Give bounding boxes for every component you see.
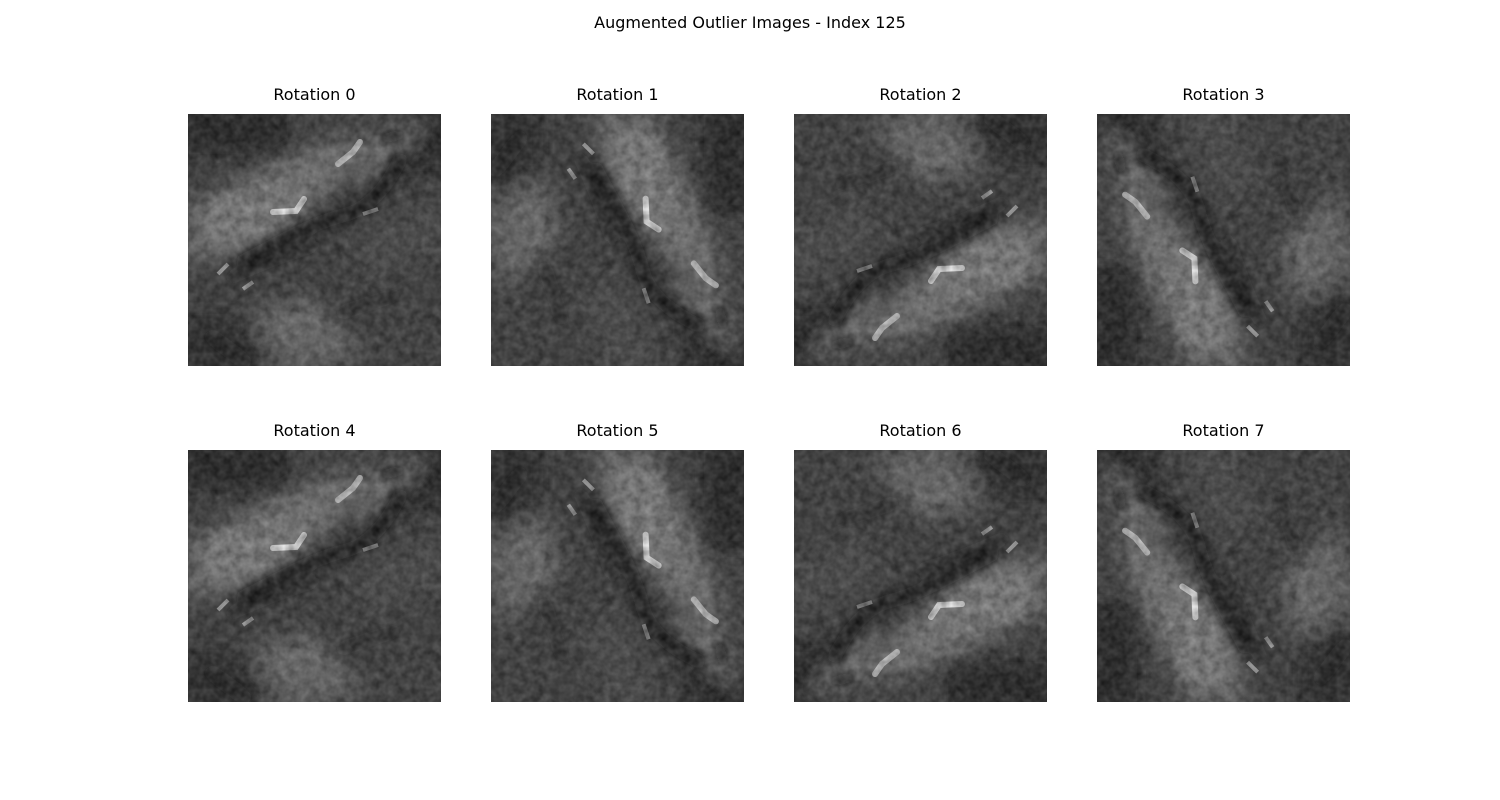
panel-title: Rotation 1: [576, 85, 659, 104]
panel-rotation-3: Rotation 3: [1097, 84, 1350, 366]
grayscale-image: [188, 114, 441, 366]
panel-rotation-0: Rotation 0: [188, 84, 441, 366]
grayscale-image: [794, 114, 1047, 366]
figure-title: Augmented Outlier Images - Index 125: [594, 13, 906, 32]
panel-title: Rotation 5: [576, 421, 659, 440]
panel-title: Rotation 2: [879, 85, 962, 104]
grayscale-image: [794, 450, 1047, 702]
panel-rotation-7: Rotation 7: [1097, 420, 1350, 702]
panel-title: Rotation 0: [273, 85, 356, 104]
panel-rotation-1: Rotation 1: [491, 84, 744, 366]
grayscale-image: [1097, 114, 1350, 366]
panel-title: Rotation 6: [879, 421, 962, 440]
panel-rotation-6: Rotation 6: [794, 420, 1047, 702]
grayscale-image: [188, 450, 441, 702]
grayscale-image: [1097, 450, 1350, 702]
panel-title: Rotation 4: [273, 421, 356, 440]
panel-title: Rotation 7: [1182, 421, 1265, 440]
panel-rotation-4: Rotation 4: [188, 420, 441, 702]
panel-rotation-5: Rotation 5: [491, 420, 744, 702]
panel-title: Rotation 3: [1182, 85, 1265, 104]
grayscale-image: [491, 114, 744, 366]
grayscale-image: [491, 450, 744, 702]
panel-rotation-2: Rotation 2: [794, 84, 1047, 366]
